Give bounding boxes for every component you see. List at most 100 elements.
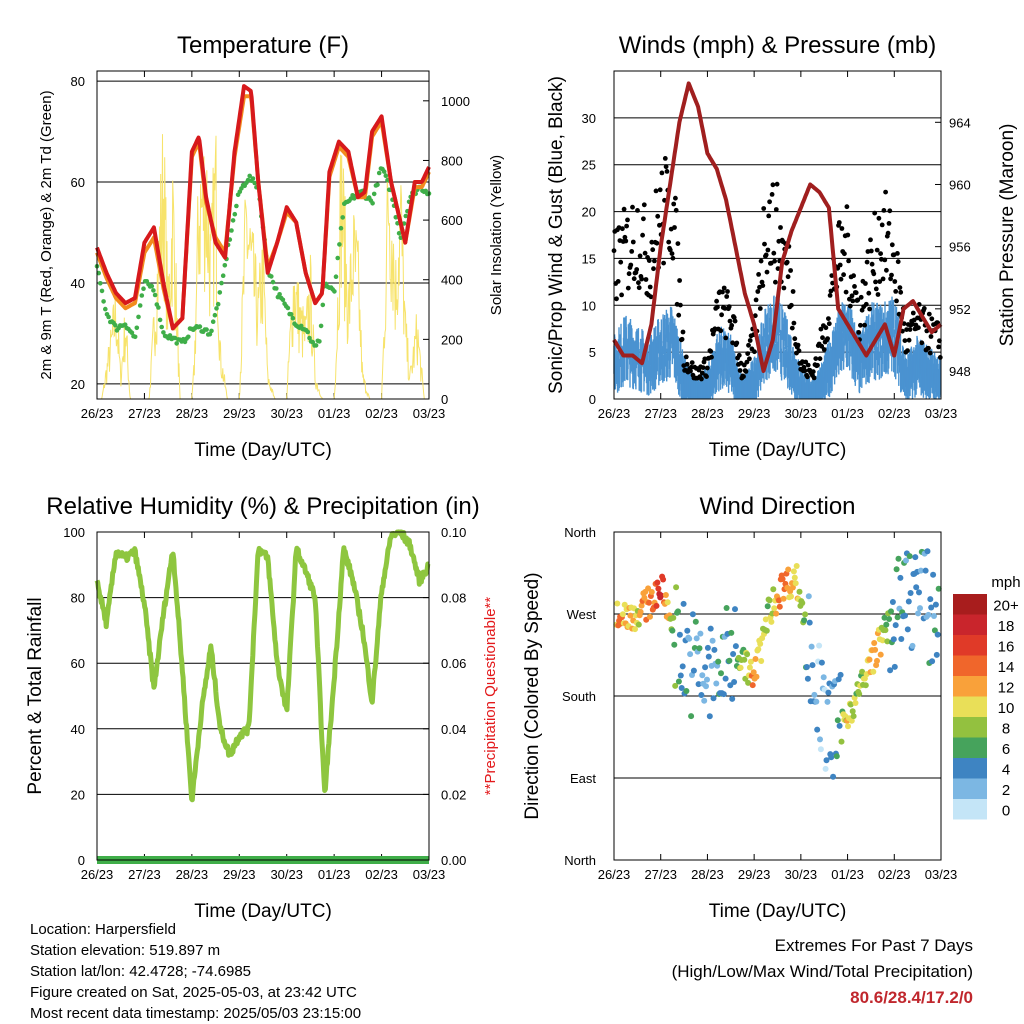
direction-point — [814, 726, 821, 733]
direction-point — [758, 658, 765, 664]
gust-point — [732, 318, 738, 324]
gust-point — [734, 340, 740, 346]
winds-chart: Winds (mph) & Pressure (mb) Time (Day/UTC… — [546, 32, 1018, 461]
direction-point — [780, 595, 787, 602]
gust-point — [866, 290, 872, 296]
gust-point — [673, 207, 679, 213]
gust-point — [688, 368, 693, 374]
gust-point — [823, 325, 829, 331]
y2-tick-label: 956 — [949, 240, 971, 255]
gust-point — [811, 375, 817, 381]
y-axis-label: Sonic/Prop Wind & Gust (Blue, Black) — [546, 76, 567, 394]
direction-point — [757, 640, 764, 647]
y-tick-label: 40 — [71, 276, 85, 291]
dewpoint-point — [335, 255, 341, 261]
y2-tick-label: 400 — [441, 273, 463, 288]
gust-point — [919, 340, 925, 346]
gust-point — [821, 347, 827, 352]
gust-point — [910, 310, 916, 316]
gust-point — [873, 279, 878, 285]
x-axis-label: Time (Day/UTC) — [709, 440, 847, 461]
direction-point — [799, 600, 806, 606]
gust-point — [720, 289, 725, 295]
gust-point — [907, 327, 913, 332]
gust-point — [746, 342, 751, 348]
gust-point — [863, 281, 868, 286]
direction-point — [655, 585, 662, 592]
y-tick-label: 0 — [589, 392, 596, 407]
direction-point — [847, 701, 854, 708]
direction-point — [713, 680, 720, 687]
gust-point — [927, 350, 933, 356]
x-tick-label: 01/23 — [318, 867, 351, 882]
gust-point — [727, 318, 733, 324]
direction-point — [825, 689, 832, 696]
gust-point — [842, 251, 847, 257]
y2-tick-label: 0.08 — [441, 591, 466, 606]
dewpoint-point — [159, 324, 164, 330]
direction-point — [687, 651, 694, 658]
gust-point — [790, 289, 796, 294]
direction-point — [907, 590, 914, 596]
direction-point — [848, 717, 855, 724]
direction-point — [902, 612, 908, 619]
gust-point — [620, 226, 625, 232]
gust-point — [666, 239, 672, 245]
direction-point — [808, 643, 815, 650]
gust-point — [850, 298, 856, 304]
gust-point — [712, 326, 718, 332]
direction-point — [892, 622, 899, 629]
legend-label: 12 — [998, 679, 1015, 696]
y-tick-label: 80 — [71, 74, 85, 89]
station-latlon: Station lat/lon: 42.4728; -74.6985 — [30, 963, 252, 980]
temperature-chart: Temperature (F) Time (Day/UTC) 26/23 27/23 2… — [38, 32, 505, 461]
gust-point — [773, 279, 778, 285]
gust-point — [847, 303, 853, 309]
gust-point — [894, 298, 899, 304]
gust-point — [849, 293, 855, 299]
gust-point — [689, 364, 694, 370]
direction-point — [771, 605, 778, 612]
direction-point — [732, 606, 738, 613]
dewpoint-point — [230, 218, 236, 223]
direction-point — [818, 659, 825, 666]
direction-point — [677, 672, 684, 679]
gust-point — [818, 326, 824, 332]
gust-point — [781, 285, 787, 291]
x-tick-label: 27/23 — [128, 406, 161, 421]
legend-swatch — [953, 758, 987, 779]
chart-title: Wind Direction — [699, 493, 855, 520]
gust-point — [810, 369, 816, 375]
gust-point — [619, 292, 624, 298]
y-tick-label: South — [562, 689, 596, 704]
direction-point — [746, 664, 753, 671]
direction-point — [791, 574, 798, 581]
direction-point — [793, 563, 800, 569]
direction-point — [737, 664, 744, 671]
direction-point — [891, 663, 898, 670]
direction-point — [903, 557, 909, 564]
gust-point — [895, 259, 901, 265]
dewpoint-point — [232, 211, 238, 217]
x-tick-label: 03/23 — [413, 867, 446, 882]
humidity-chart: Relative Humidity (%) & Precipitation (i… — [25, 493, 499, 922]
dewpoint-point — [134, 325, 140, 331]
gust-point — [869, 261, 875, 267]
direction-point — [934, 631, 941, 638]
direction-point — [884, 638, 891, 645]
gust-point — [708, 348, 714, 354]
direction-point — [766, 597, 773, 604]
gust-point — [871, 271, 877, 277]
direction-point — [897, 574, 904, 581]
x-axis-label: Time (Day/UTC) — [194, 901, 332, 922]
direction-point — [670, 614, 677, 621]
direction-point — [830, 773, 837, 780]
gust-point — [723, 335, 729, 341]
gust-point — [636, 280, 641, 286]
dewpoint-point — [318, 323, 324, 329]
gust-point — [663, 164, 669, 170]
dewpoint-point — [307, 335, 312, 341]
direction-point — [658, 592, 665, 599]
gust-point — [926, 311, 932, 317]
gust-point — [718, 328, 724, 334]
